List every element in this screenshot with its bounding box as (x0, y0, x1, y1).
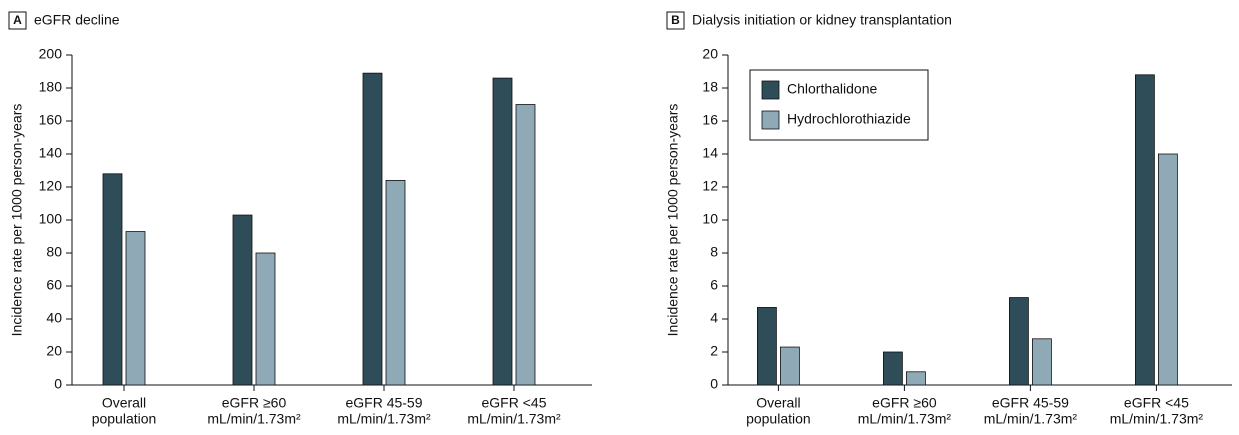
x-tick-label: mL/min/1.73m² (207, 411, 301, 427)
x-tick-label: eGFR 45-59 (345, 395, 422, 411)
y-tick-label: 120 (39, 178, 63, 194)
bar (883, 351, 903, 386)
y-tick-label: 14 (702, 145, 718, 161)
bar (757, 307, 777, 386)
legend-label: Chlorthalidone (787, 81, 877, 97)
x-tick-label: eGFR <45 (482, 395, 547, 411)
bar (1135, 74, 1155, 386)
y-tick-label: 2 (710, 343, 718, 359)
y-tick-label: 0 (54, 376, 62, 392)
panel-label-box (8, 11, 27, 30)
y-tick-label: 200 (39, 46, 63, 62)
panel-label-box (666, 11, 685, 30)
y-tick-label: 160 (39, 112, 63, 128)
bar (492, 77, 513, 386)
panel-title: Dialysis initiation or kidney transplant… (692, 12, 952, 28)
x-tick-label: eGFR 45-59 (992, 395, 1069, 411)
x-tick-label: mL/min/1.73m² (337, 411, 431, 427)
bar (102, 173, 123, 386)
y-tick-label: 20 (702, 46, 718, 62)
bar (232, 214, 253, 386)
y-tick-label: 18 (702, 79, 718, 95)
panel-label: B (671, 13, 680, 27)
y-tick-label: 8 (710, 244, 718, 260)
y-tick-label: 100 (39, 211, 63, 227)
bar (906, 371, 926, 386)
bar (780, 346, 800, 386)
y-tick-label: 140 (39, 145, 63, 161)
bar (385, 179, 406, 386)
y-tick-label: 80 (46, 244, 62, 260)
legend-swatch (761, 110, 780, 130)
y-tick-label: 4 (710, 310, 718, 326)
x-tick-label: population (746, 411, 811, 427)
x-tick-label: Overall (102, 395, 146, 411)
legend-swatch (761, 80, 780, 100)
y-tick-label: 180 (39, 79, 63, 95)
x-tick-label: eGFR ≥60 (872, 395, 937, 411)
legend-box (749, 69, 929, 141)
x-tick-label: eGFR ≥60 (222, 395, 287, 411)
y-tick-label: 6 (710, 277, 718, 293)
y-axis-title: Incidence rate per 1000 person-years (9, 104, 25, 337)
bar (1032, 338, 1052, 386)
panel-label: A (13, 13, 22, 27)
y-axis-title: Incidence rate per 1000 person-years (665, 104, 681, 337)
y-tick-label: 0 (710, 376, 718, 392)
legend-label: Hydrochlorothiazide (787, 111, 911, 127)
bar (125, 231, 146, 386)
x-tick-label: mL/min/1.73m² (984, 411, 1078, 427)
y-tick-label: 20 (46, 343, 62, 359)
y-tick-label: 16 (702, 112, 718, 128)
x-tick-label: mL/min/1.73m² (1110, 411, 1204, 427)
y-tick-label: 12 (702, 178, 718, 194)
y-tick-label: 60 (46, 277, 62, 293)
x-tick-label: Overall (756, 395, 800, 411)
bar (1009, 297, 1029, 386)
y-tick-label: 10 (702, 211, 718, 227)
x-tick-label: eGFR <45 (1124, 395, 1189, 411)
bar (515, 104, 536, 386)
x-tick-label: mL/min/1.73m² (467, 411, 561, 427)
y-tick-label: 40 (46, 310, 62, 326)
bar (1158, 153, 1178, 386)
panel-title: eGFR decline (34, 12, 120, 28)
x-tick-label: population (92, 411, 157, 427)
bar (362, 72, 383, 386)
x-tick-label: mL/min/1.73m² (858, 411, 952, 427)
bar (255, 252, 276, 386)
